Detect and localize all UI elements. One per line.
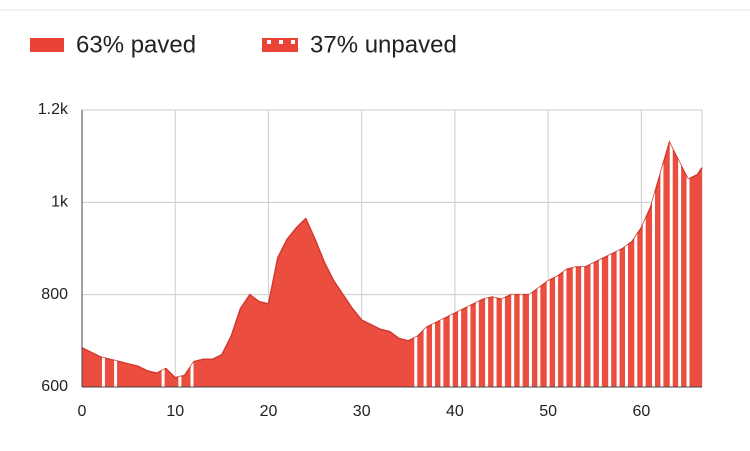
unpaved-stripe [634,142,638,387]
unpaved-stripe [190,142,194,387]
unpaved-stripe [519,142,523,387]
unpaved-stripe [475,142,479,387]
unpaved-stripe [678,142,682,387]
unpaved-stripe [449,142,453,387]
x-tick-label: 20 [260,403,278,420]
unpaved-stripe [467,142,471,387]
unpaved-stripe [493,142,497,387]
y-tick-label: 800 [41,286,68,303]
unpaved-stripe [581,142,585,387]
unpaved-stripe [423,142,427,387]
unpaved-stripe [414,142,418,387]
unpaved-stripe [624,142,628,387]
unpaved-stripe [652,142,656,387]
legend-swatch [262,38,298,52]
unpaved-stripe [101,142,105,387]
unpaved-stripe [563,142,567,387]
unpaved-stripe [590,142,594,387]
x-tick-label: 30 [353,403,371,420]
unpaved-stripe [572,142,576,387]
unpaved-stripe [537,142,541,387]
y-tick-label: 1.2k [38,101,69,118]
x-tick-label: 40 [446,403,464,420]
x-tick-label: 60 [633,403,651,420]
legend-swatch [30,38,64,52]
y-tick-label: 600 [41,378,68,395]
x-tick-label: 50 [539,403,557,420]
unpaved-stripe [161,142,165,387]
unpaved-stripe [485,142,489,387]
x-tick-label: 10 [166,403,184,420]
unpaved-stripe [660,142,664,387]
unpaved-stripe [616,142,620,387]
unpaved-stripe [501,142,505,387]
unpaved-stripe [555,142,559,387]
unpaved-stripe [440,142,444,387]
unpaved-stripe [528,142,532,387]
unpaved-stripe [598,142,602,387]
unpaved-stripe [686,142,690,387]
unpaved-stripe [642,142,646,387]
area-line [81,140,703,379]
unpaved-stripe [669,142,673,387]
unpaved-stripe [178,142,182,387]
unpaved-stripe [431,142,435,387]
legend-label: 37% unpaved [310,31,457,58]
y-tick-label: 1k [51,194,69,211]
legend-label: 63% paved [76,31,196,58]
unpaved-stripe [458,142,462,387]
x-tick-label: 0 [78,403,87,420]
unpaved-stripe [114,142,118,387]
unpaved-stripe [608,142,612,387]
unpaved-stripe [511,142,515,387]
